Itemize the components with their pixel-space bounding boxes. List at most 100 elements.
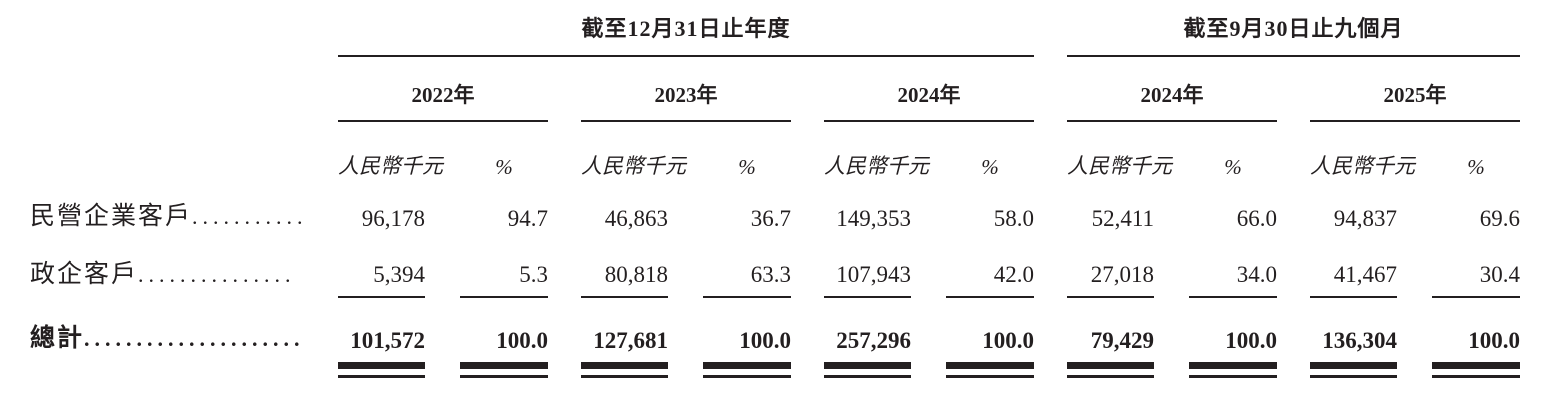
total-value: 257,296: [836, 328, 911, 353]
spacer: [911, 290, 946, 298]
spacer: [668, 290, 703, 298]
unit-label: 人民幣千元: [824, 154, 929, 178]
spacer: [1277, 57, 1310, 122]
spacer: [791, 290, 824, 298]
total-value: 101,572: [350, 328, 425, 353]
total-value: 136,304: [1322, 328, 1397, 353]
row-label-cell: 總計.....................: [30, 318, 338, 362]
cell-value: 27,018: [1067, 262, 1154, 298]
spacer: [425, 362, 460, 378]
spacer: [548, 232, 581, 237]
spacer: [1397, 354, 1432, 362]
spacer: [1034, 354, 1067, 362]
spacer: [791, 232, 824, 237]
cell-percent: 42.0: [946, 262, 1034, 298]
spacer: [1277, 232, 1310, 237]
spacer: [30, 57, 338, 122]
percent-label: %: [1224, 155, 1242, 179]
percent-label: %: [1467, 155, 1485, 179]
total-percent: 100.0: [1468, 328, 1520, 353]
cell-percent: 58.0: [993, 206, 1034, 231]
cell-percent: 94.7: [507, 206, 548, 231]
cell-percent: 34.0: [1189, 262, 1277, 298]
cell-percent: 36.7: [750, 206, 791, 231]
cell-percent: 66.0: [1236, 206, 1277, 231]
column-group-header-row: 截至12月31日止年度 截至9月30日止九個月: [30, 0, 1550, 57]
double-underline: [1310, 362, 1397, 378]
total-percent: 100.0: [496, 328, 548, 353]
dot-leader: ...............: [138, 262, 296, 287]
double-underline: [824, 362, 911, 378]
unit-label: 人民幣千元: [1310, 154, 1415, 178]
percent-label: %: [981, 155, 999, 179]
spacer: [548, 180, 581, 182]
unit-label: 人民幣千元: [581, 154, 686, 178]
cell-value: 80,818: [581, 262, 668, 298]
spacer: [1034, 362, 1067, 378]
row-label: 民營企業客戶: [30, 203, 193, 230]
double-underline: [1189, 362, 1277, 378]
total-value: 127,681: [593, 328, 668, 353]
spacer: [548, 57, 581, 122]
cell-value: 52,411: [1091, 206, 1154, 231]
group-nine-month-title: 截至9月30日止九個月: [1183, 16, 1404, 41]
spacer: [1034, 180, 1067, 182]
total-percent: 100.0: [739, 328, 791, 353]
cell-percent: 5.3: [460, 262, 548, 298]
double-underline: [946, 362, 1034, 378]
total-percent: 100.0: [1225, 328, 1277, 353]
group-nine-month-header: 截至9月30日止九個月: [1067, 0, 1520, 57]
unit-header-row: 人民幣千元 % 人民幣千元 % 人民幣千元 % 人民幣千元 % 人民幣千元 %: [30, 122, 1550, 182]
spacer: [548, 354, 581, 362]
total-label: 總計: [30, 325, 85, 352]
table-row-government-enterprise: 政企客戶............... 5,394 5.3 80,818 63.…: [30, 237, 1550, 298]
spacer: [668, 362, 703, 378]
spacer: [1154, 354, 1189, 362]
spacer: [791, 57, 824, 122]
double-underline: [1432, 362, 1520, 378]
row-label-cell: 民營企業客戶...........: [30, 196, 338, 237]
spacer: [425, 232, 460, 237]
spacer: [911, 232, 946, 237]
spacer: [1034, 0, 1067, 57]
spacer: [1277, 362, 1310, 378]
double-underline: [1067, 362, 1154, 378]
spacer: [1034, 232, 1067, 237]
group-annual-header: 截至12月31日止年度: [338, 0, 1034, 57]
spacer: [425, 290, 460, 298]
spacer: [911, 362, 946, 378]
cell-percent: 30.4: [1432, 262, 1520, 298]
spacer: [1034, 57, 1067, 122]
year-header-9m-2024: 2024年: [1067, 57, 1277, 122]
spacer: [791, 362, 824, 378]
double-underline: [460, 362, 548, 378]
cell-value: 46,863: [604, 206, 668, 231]
unit-label: 人民幣千元: [338, 154, 443, 178]
spacer: [668, 354, 703, 362]
spacer: [30, 0, 338, 57]
unit-label: 人民幣千元: [1067, 154, 1172, 178]
dot-leader: .....................: [84, 326, 305, 351]
spacer: [1277, 354, 1310, 362]
spacer: [791, 354, 824, 362]
cell-value: 5,394: [338, 262, 425, 298]
spacer: [1277, 180, 1310, 182]
cell-value: 41,467: [1310, 262, 1397, 298]
spacer: [1397, 362, 1432, 378]
spacer: [911, 354, 946, 362]
double-underline: [703, 362, 791, 378]
cell-value: 94,837: [1333, 206, 1397, 231]
spacer: [1277, 290, 1310, 298]
spacer: [1154, 290, 1189, 298]
year-header-9m-2025: 2025年: [1310, 57, 1520, 122]
percent-label: %: [495, 155, 513, 179]
total-value: 79,429: [1090, 328, 1154, 353]
double-underline: [581, 362, 668, 378]
year-header-2024: 2024年: [824, 57, 1034, 122]
spacer: [791, 180, 824, 182]
revenue-by-customer-type-table: 截至12月31日止年度 截至9月30日止九個月 2022年 2023年 2024…: [30, 0, 1550, 378]
year-header-2023: 2023年: [581, 57, 791, 122]
spacer: [1397, 232, 1432, 237]
spacer: [548, 362, 581, 378]
spacer: [668, 232, 703, 237]
